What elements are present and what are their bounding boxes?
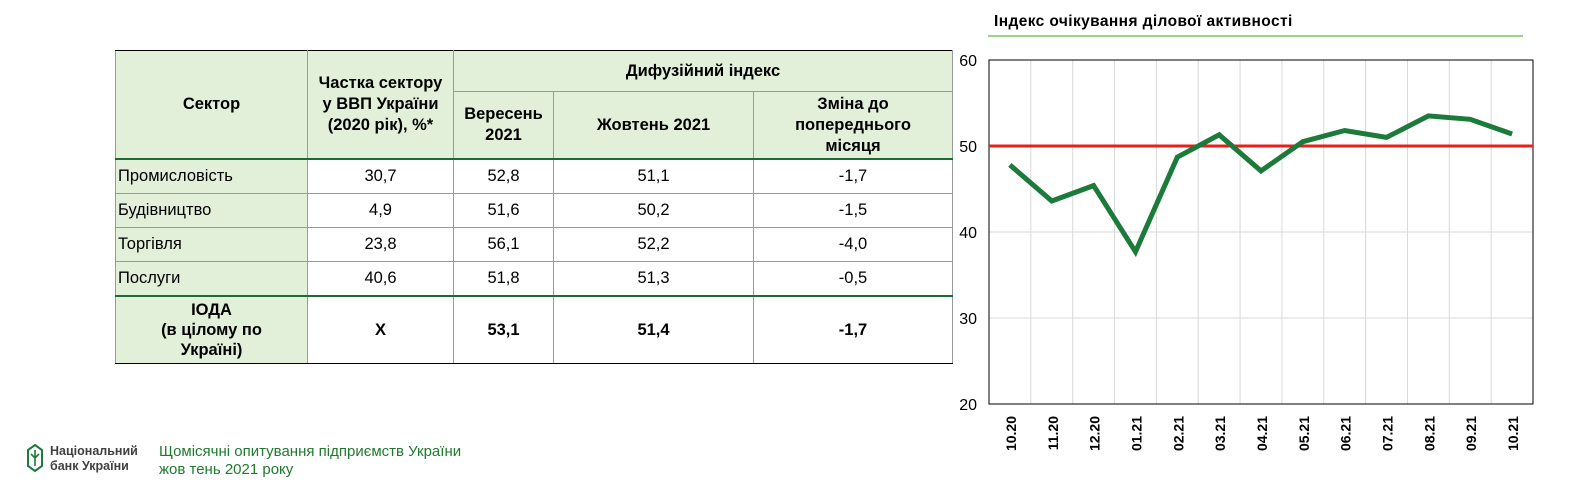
x-tick-label: 02.21: [1170, 416, 1186, 451]
x-tick-label: 05.21: [1296, 416, 1312, 451]
x-tick-label: 04.21: [1254, 416, 1270, 451]
row-oct: 50,2: [553, 193, 754, 228]
title-underline: [988, 35, 1523, 37]
row-sector: Послуги: [115, 261, 308, 297]
table-row: Будівництво 4,9 51,6 50,2 -1,5: [115, 193, 954, 228]
x-tick-label: 03.21: [1212, 416, 1228, 451]
total-share: Х: [307, 296, 454, 364]
x-tick-label: 11.20: [1045, 416, 1061, 450]
y-tick-label: 30: [959, 311, 977, 328]
table-row: Торгівля 23,8 56,1 52,2 -4,0: [115, 227, 954, 262]
row-sector: Промисловість: [115, 159, 308, 194]
x-tick-label: 10.20: [1003, 416, 1019, 451]
y-tick-label: 20: [959, 397, 977, 414]
total-sector: ІОДА (в цілому по Україні): [115, 296, 308, 364]
plot-area-frame: [988, 59, 1534, 405]
bank-name: Національний банк України: [50, 444, 138, 473]
x-tick-label: 06.21: [1338, 416, 1354, 451]
row-sector: Торгівля: [115, 227, 308, 262]
row-sep: 56,1: [453, 227, 554, 262]
total-sep: 53,1: [453, 296, 554, 364]
row-sep: 51,8: [453, 261, 554, 297]
header-change: Зміна до попереднього місяця: [752, 91, 954, 159]
header-september: Вересень 2021: [453, 91, 554, 159]
header-sector: Сектор: [115, 50, 308, 159]
y-tick-label: 50: [959, 139, 977, 156]
row-sep: 52,8: [453, 159, 554, 194]
row-share: 4,9: [307, 193, 454, 228]
series-line: [1008, 113, 1513, 258]
nbu-logo-icon: [27, 444, 43, 472]
header-diffusion-index: Дифузійний індекс: [452, 50, 954, 92]
row-change: -4,0: [752, 227, 954, 262]
x-tick-label: 09.21: [1463, 416, 1479, 451]
y-tick-label: 40: [959, 225, 977, 242]
row-share: 23,8: [307, 227, 454, 262]
header-october: Жовтень 2021: [553, 91, 754, 159]
row-oct: 51,1: [553, 159, 754, 194]
line-chart: 20 30 40 50 60 10.20 11.20 12.20 01.21 02.21 03.21…: [959, 53, 1534, 451]
row-oct: 52,2: [553, 227, 754, 262]
row-share: 40,6: [307, 261, 454, 297]
x-tick-label: 10.21: [1505, 416, 1521, 451]
x-tick-label: 12.20: [1087, 416, 1103, 451]
total-oct: 51,4: [553, 296, 754, 364]
table-row: Промисловість 30,7 52,8 51,1 -1,7: [115, 159, 954, 194]
total-change: -1,7: [752, 296, 954, 364]
row-change: -1,7: [752, 159, 954, 194]
x-tick-label: 07.21: [1380, 416, 1396, 451]
row-oct: 51,3: [553, 261, 754, 297]
chart-title: Індекс очікування ділової активності: [994, 13, 1293, 30]
row-change: -0,5: [752, 261, 954, 297]
table-total-row: ІОДА (в цілому по Україні) Х 53,1 51,4 -1,…: [115, 296, 954, 364]
row-sector: Будівництво: [115, 193, 308, 228]
diffusion-index-table: Сектор Частка сектору у ВВП України (2020 …: [115, 50, 954, 364]
y-tick-label: 60: [959, 53, 977, 70]
table-row: Послуги 40,6 51,8 51,3 -0,5: [115, 261, 954, 297]
row-sep: 51,6: [453, 193, 554, 228]
header-gdp-share: Частка сектору у ВВП України (2020 рік), %…: [307, 50, 454, 159]
publication-title: Щомісячні опитування підприємств України…: [159, 443, 462, 478]
row-share: 30,7: [307, 159, 454, 194]
x-tick-label: 01.21: [1128, 416, 1144, 451]
x-tick-label: 08.21: [1421, 416, 1437, 451]
row-change: -1,5: [752, 193, 954, 228]
